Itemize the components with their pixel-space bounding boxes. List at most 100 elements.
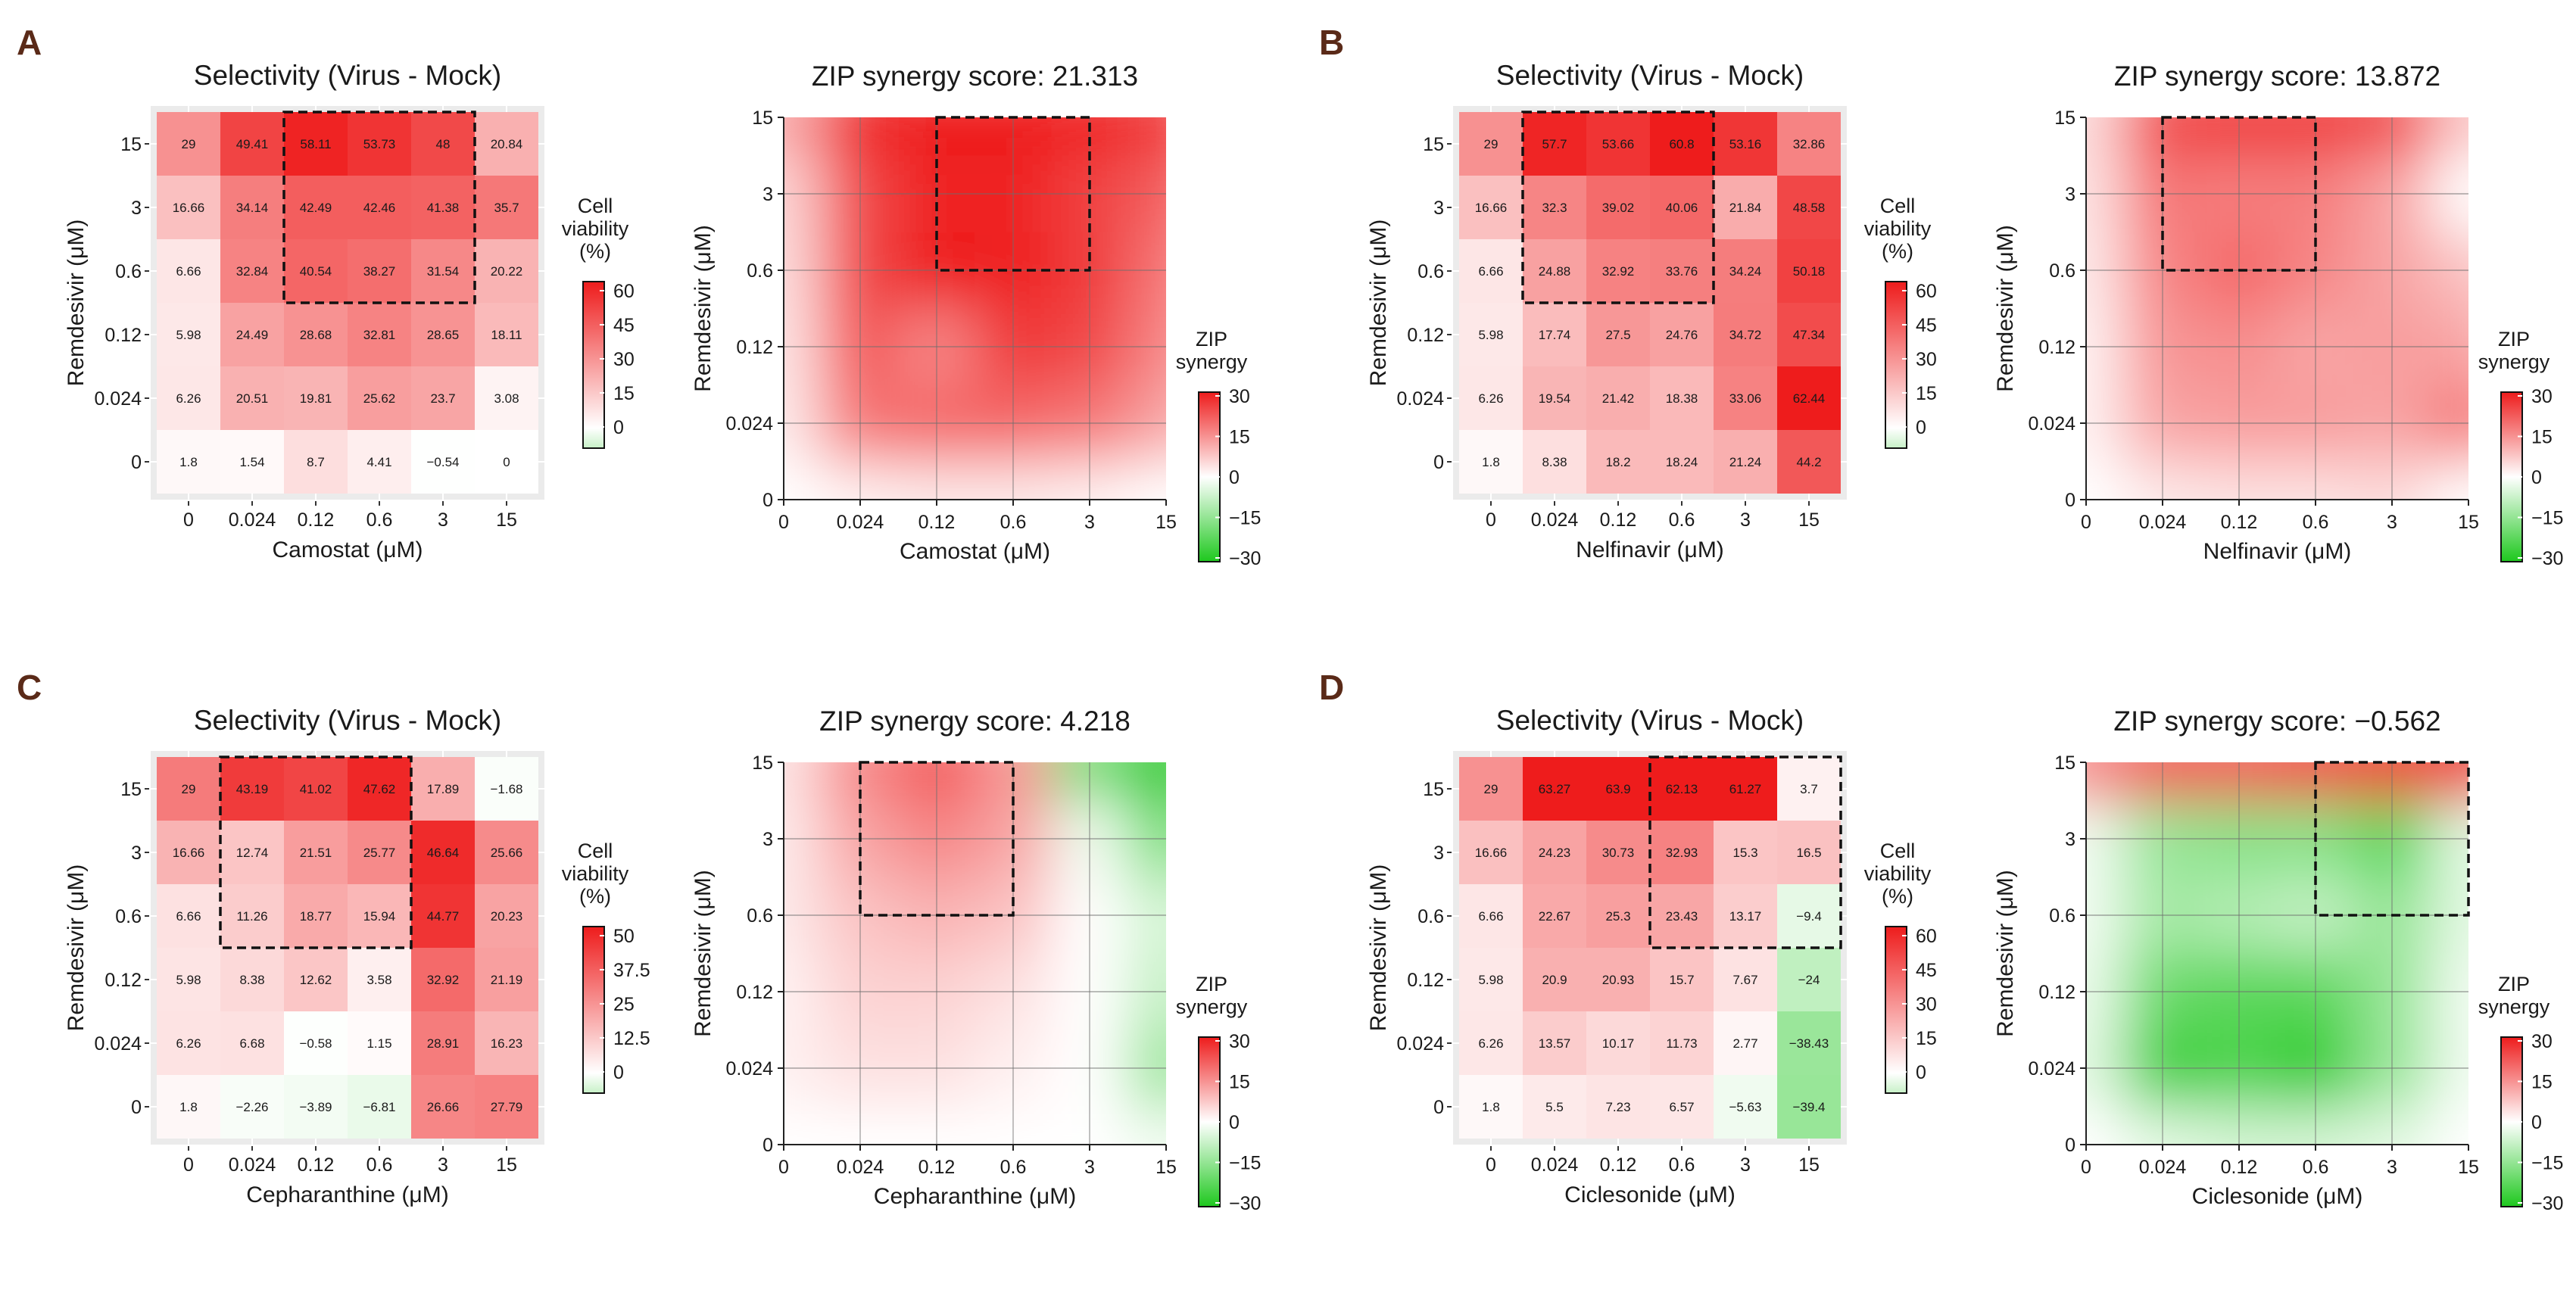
- heatmap-cell: [220, 1075, 284, 1139]
- heatmap-cell-value: 20.51: [236, 391, 269, 406]
- heatmap-cell: [475, 757, 538, 821]
- heatmap-cell-value: 30.73: [1602, 846, 1635, 860]
- synergy-y-tick-label: 3: [2065, 184, 2075, 205]
- heatmap-cell: [1714, 884, 1777, 948]
- heatmap-cell: [1777, 303, 1841, 366]
- heatmap-cell: [284, 239, 348, 303]
- heatmap-cell-value: 61.27: [1729, 782, 1762, 796]
- heatmap-cell: [220, 757, 284, 821]
- heatmap-cell: [284, 366, 348, 430]
- heatmap-cell-value: 32.84: [236, 264, 269, 279]
- heatmap-cell-value: 2.77: [1732, 1036, 1757, 1051]
- heatmap-cell-value: −0.54: [426, 455, 459, 469]
- synergy-legend-title: ZIP: [1196, 973, 1227, 995]
- heatmap-cell-value: 24.76: [1666, 328, 1698, 342]
- synergy-x-tick-label: 3: [1084, 512, 1095, 533]
- heatmap-cell-value: −3.89: [299, 1100, 332, 1114]
- heatmap-cell: [1523, 366, 1586, 430]
- heatmap-x-tick-label: 3: [1740, 1154, 1751, 1176]
- heatmap-x-tick-label: 0: [1486, 509, 1496, 531]
- viability-legend-label: 15: [1916, 383, 1937, 404]
- heatmap-cell-value: 31.54: [427, 264, 460, 279]
- heatmap-cell: [475, 112, 538, 176]
- heatmap-cell: [411, 757, 475, 821]
- heatmap-x-tick-label: 15: [496, 1154, 517, 1176]
- heatmap-cell: [1459, 112, 1523, 176]
- synergy-legend-title: synergy: [2478, 350, 2550, 373]
- heatmap-cell: [1714, 1075, 1777, 1139]
- heatmap-cell: [284, 948, 348, 1011]
- heatmap-cell: [1459, 1011, 1523, 1075]
- heatmap-cell-value: 24.49: [236, 328, 269, 342]
- synergy-x-tick-label: 0.12: [918, 1157, 956, 1178]
- heatmap-cell-value: 16.66: [173, 201, 205, 215]
- synergy-legend-label: 0: [1229, 467, 1240, 488]
- synergy-surface-fill: [2086, 762, 2468, 1145]
- heatmap-y-tick-label: 0: [131, 452, 142, 473]
- heatmap-title: Selectivity (Virus - Mock): [194, 705, 501, 736]
- heatmap-cell-value: 50.18: [1793, 264, 1826, 279]
- heatmap-cell-value: 6.66: [176, 909, 201, 924]
- synergy-surface-cell: [1127, 461, 1166, 500]
- heatmap-cell-value: 39.02: [1602, 201, 1635, 215]
- panel-letter-b: B: [1319, 23, 1344, 62]
- synergy-x-tick-label: 0.024: [2139, 512, 2187, 533]
- synergy-y-tick-label: 0.024: [725, 1058, 773, 1079]
- synergy-y-tick-label: 0.6: [747, 905, 773, 927]
- synergy-x-tick-label: 0: [778, 1157, 789, 1178]
- synergy-surface-cell: [1127, 1106, 1166, 1145]
- heatmap-title: Selectivity (Virus - Mock): [1496, 705, 1804, 736]
- heatmap-x-tick-label: 0.6: [366, 1154, 393, 1176]
- heatmap-cell-value: 32.92: [427, 973, 460, 987]
- heatmap-highlight-box: [219, 755, 413, 949]
- synergy-legend-label: −15: [2531, 508, 2563, 529]
- panel-letter-d: D: [1319, 668, 1344, 707]
- synergy-surface-fill: [2086, 117, 2468, 500]
- heatmap-cell-value: 21.51: [300, 846, 332, 860]
- heatmap-cell-value: 43.19: [236, 782, 269, 796]
- heatmap-cell: [1459, 303, 1523, 366]
- heatmap-cell: [1650, 884, 1714, 948]
- heatmap-cell: [220, 884, 284, 948]
- heatmap-x-tick-label: 0.12: [298, 509, 335, 531]
- heatmap-cell-value: 6.66: [176, 264, 201, 279]
- heatmap-y-tick-label: 3: [131, 843, 142, 864]
- viability-legend-title: viability: [562, 862, 629, 885]
- heatmap-cell: [1459, 239, 1523, 303]
- heatmap-cell: [157, 757, 220, 821]
- heatmap-y-tick-label: 0.6: [1417, 261, 1444, 282]
- heatmap-y-axis-label: Remdesivir (μM): [1366, 220, 1391, 387]
- heatmap-cell: [1777, 757, 1841, 821]
- heatmap-cell: [157, 176, 220, 239]
- viability-legend-label: 45: [1916, 315, 1937, 336]
- heatmap-cell-value: 28.91: [427, 1036, 460, 1051]
- viability-legend-label: 50: [613, 926, 635, 947]
- heatmap-cell-value: 1.15: [366, 1036, 391, 1051]
- synergy-plot: ZIP synergy score: 13.872 0 0.024 0.12 0.6 3 1…: [1993, 61, 2479, 564]
- synergy-legend-title: ZIP: [2498, 973, 2530, 995]
- heatmap-cell: [1586, 948, 1650, 1011]
- synergy-y-tick-label: 0.12: [2038, 982, 2075, 1003]
- heatmap-cell-value: 32.86: [1793, 137, 1826, 151]
- synergy-x-tick-label: 15: [2458, 512, 2479, 533]
- heatmap-cell-value: 41.02: [300, 782, 332, 796]
- heatmap-y-tick-label: 0.12: [1407, 970, 1444, 991]
- synergy-x-axis-label: Ciclesonide (μM): [2192, 1184, 2363, 1209]
- synergy-legend-label: −30: [2531, 548, 2563, 569]
- heatmap-cell-value: 53.16: [1729, 137, 1762, 151]
- heatmap-cell: [348, 948, 411, 1011]
- heatmap-cell-value: 16.23: [491, 1036, 523, 1051]
- heatmap-cell-value: 34.72: [1729, 328, 1762, 342]
- synergy-y-tick-label: 0.12: [2038, 337, 2075, 358]
- heatmap-y-tick-label: 3: [131, 198, 142, 219]
- heatmap-cell: [475, 948, 538, 1011]
- heatmap-y-tick-label: 0.6: [115, 906, 142, 927]
- synergy-y-axis-label: Remdesivir (μM): [691, 870, 716, 1037]
- synergy-y-tick-label: 0.12: [736, 982, 773, 1003]
- heatmap-title: Selectivity (Virus - Mock): [1496, 60, 1804, 91]
- heatmap-cell-value: 28.65: [427, 328, 460, 342]
- heatmap-cell-value: 48.58: [1793, 201, 1826, 215]
- heatmap-cell: [475, 303, 538, 366]
- synergy-y-tick-label: 3: [2065, 829, 2075, 850]
